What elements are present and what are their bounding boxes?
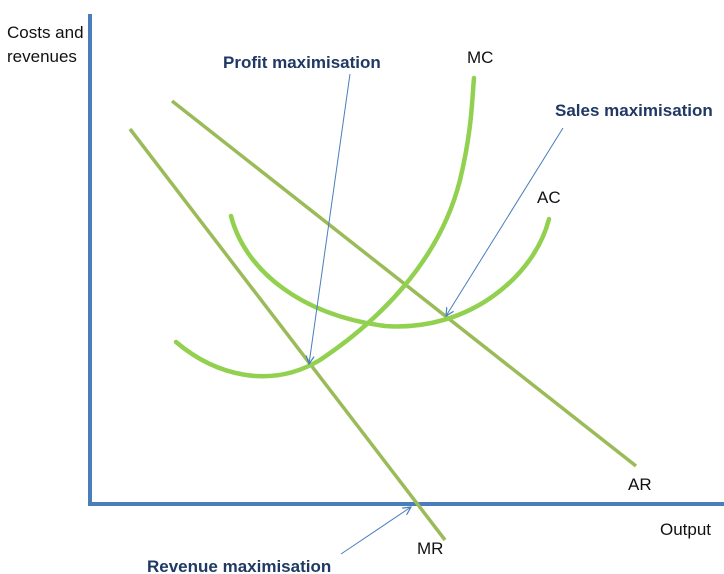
ac-curve <box>228 213 552 329</box>
mr-label: MR <box>417 539 443 558</box>
sales-max-annotation: Sales maximisation <box>555 101 713 120</box>
mc-label: MC <box>467 48 493 67</box>
revenue-max-annotation: Revenue maximisation <box>147 557 331 574</box>
ar-label: AR <box>628 475 652 494</box>
profit-max-pointer <box>309 73 351 364</box>
profit-max-annotation: Profit maximisation <box>223 53 381 72</box>
x-axis-label: Output <box>660 520 711 539</box>
mc-curve <box>173 75 477 379</box>
y-axis-label-line2: revenues <box>7 47 77 66</box>
y-axis-label-line1: Costs and <box>7 23 84 42</box>
revenue-max-pointer <box>340 507 411 555</box>
sales-max-pointer <box>446 127 564 316</box>
mr-line <box>128 127 447 542</box>
ac-label: AC <box>537 188 561 207</box>
